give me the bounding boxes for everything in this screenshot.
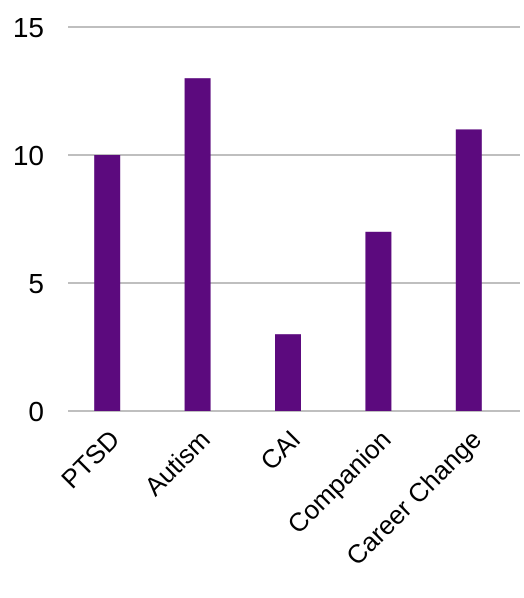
bar-ptsd <box>94 155 121 411</box>
y-tick-label: 5 <box>28 268 44 299</box>
bar-cai <box>275 334 301 411</box>
x-tick-label: CAI <box>254 424 306 476</box>
bar-autism <box>184 78 211 411</box>
x-tick-label: PTSD <box>55 424 125 494</box>
bar-companion <box>365 231 392 411</box>
y-tick-label: 10 <box>13 140 44 171</box>
y-tick-label: 0 <box>28 396 44 427</box>
bar-career-change <box>455 129 482 411</box>
bars <box>94 78 482 411</box>
y-axis-tick-labels: 0 5 10 15 <box>13 12 44 427</box>
y-tick-label: 15 <box>13 12 44 43</box>
x-tick-label: Autism <box>138 424 215 501</box>
